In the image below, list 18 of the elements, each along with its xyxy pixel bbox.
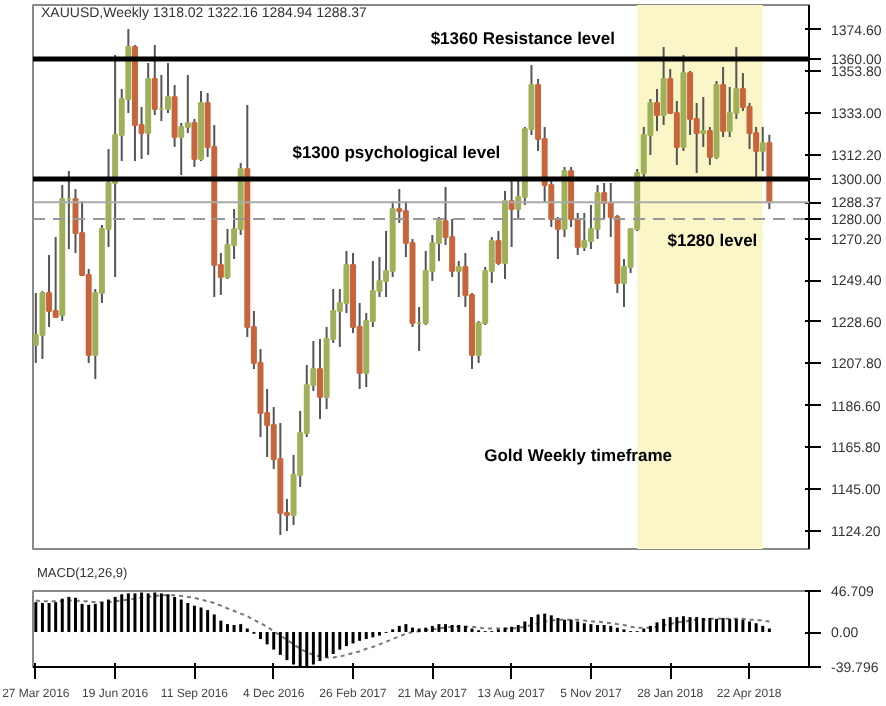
candlestick <box>165 62 171 114</box>
candlestick <box>581 212 588 252</box>
annotation: $1300 psychological level <box>292 141 501 162</box>
annotation: $1280 level <box>667 229 758 250</box>
line-series <box>34 594 771 659</box>
candlestick <box>317 338 323 420</box>
candlestick <box>759 126 766 172</box>
candlestick <box>455 260 462 298</box>
candlestick <box>112 54 119 278</box>
candlestick <box>700 96 707 148</box>
candlestick <box>495 230 502 266</box>
candlestick <box>151 44 158 116</box>
candlestick <box>660 46 667 126</box>
candlestick <box>33 292 39 364</box>
candlestick <box>654 88 660 132</box>
annotation: Gold Weekly timeframe <box>484 445 673 466</box>
candlestick <box>720 66 727 138</box>
annotation: $1360 Resistance level <box>430 28 615 49</box>
